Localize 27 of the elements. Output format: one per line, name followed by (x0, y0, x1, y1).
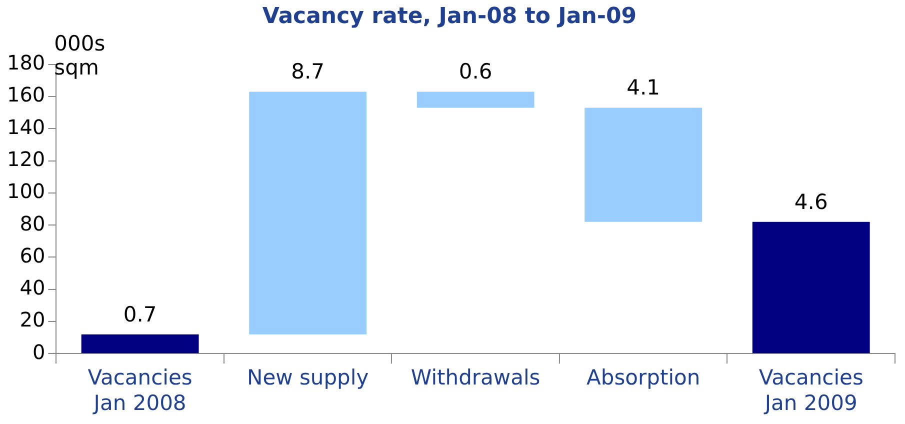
x-tick-label: Vacancies Jan 2008 (88, 366, 192, 415)
annotation: 4.6 (794, 190, 828, 214)
x-tick-label: Absorption (586, 366, 700, 390)
bar (416, 92, 534, 108)
y-tick-label: 80 (20, 211, 46, 236)
bar (81, 334, 199, 354)
y-tick-label: 160 (6, 82, 46, 107)
bar (249, 92, 367, 334)
y-tick-label: 0 (32, 340, 46, 364)
y-tick-label: 180 (6, 50, 46, 75)
y-tick-label: 100 (6, 179, 46, 204)
x-tick-label: Vacancies Jan 2009 (758, 366, 864, 415)
bar (752, 222, 870, 354)
x-tick-label: New supply (246, 366, 369, 390)
y-tick-label: 60 (20, 243, 46, 268)
y-tick-label: 140 (6, 114, 46, 139)
y-tick-label: 40 (20, 276, 46, 300)
y-tick-label: 120 (6, 147, 46, 172)
annotation: 4.1 (626, 76, 660, 100)
annotation: 0.7 (123, 302, 157, 326)
bar (584, 108, 702, 222)
chart-title: Vacancy rate, Jan-08 to Jan-09 (262, 4, 637, 29)
y-axis-title: 000s sqm (54, 31, 106, 80)
annotation: 8.7 (291, 60, 325, 84)
y-tick-label: 20 (20, 308, 46, 332)
x-tick-label: Withdrawals (410, 366, 540, 390)
annotation: 0.6 (458, 60, 492, 84)
